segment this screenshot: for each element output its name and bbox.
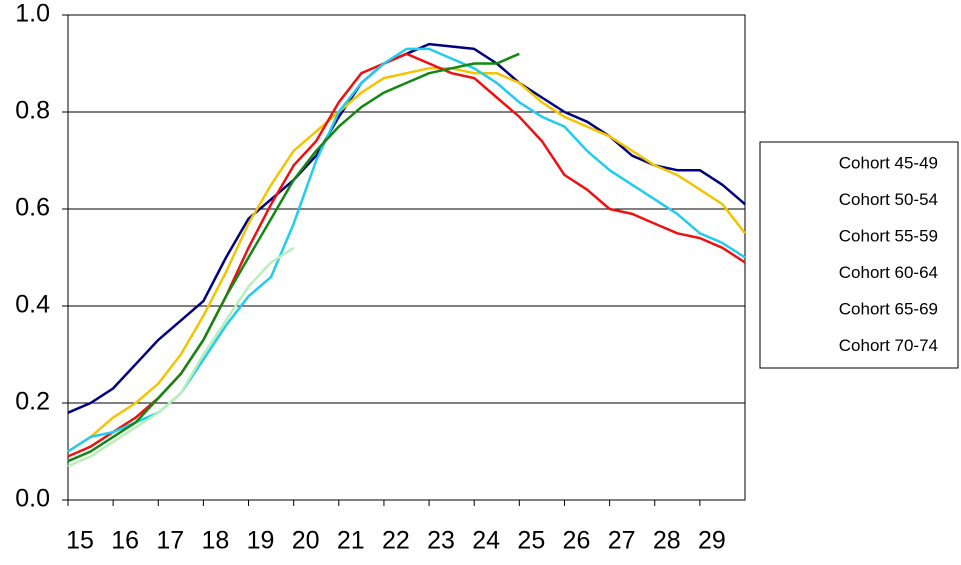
x-tick-label: 20 (292, 527, 320, 555)
x-tick-label: 19 (247, 527, 275, 555)
series-line (67, 246, 295, 468)
x-tick-label: 26 (563, 527, 591, 555)
x-tick-label: 29 (698, 527, 726, 555)
legend-box (759, 141, 959, 369)
legend-label: Cohort 50-54 (839, 190, 938, 209)
y-tick-label: 0.4 (15, 291, 50, 319)
x-tick-label: 28 (653, 527, 681, 555)
plot-frame (67, 14, 746, 501)
series-line (67, 47, 746, 453)
x-tick-label: 24 (472, 527, 500, 555)
y-tick-label: 0.2 (15, 388, 50, 416)
y-tick-label: 1.0 (15, 0, 50, 28)
x-tick-label: 16 (111, 527, 139, 555)
series-line (67, 52, 520, 463)
x-tick-label: 18 (201, 527, 229, 555)
x-tick-label: 22 (382, 527, 410, 555)
legend-label: Cohort 70-74 (839, 336, 938, 355)
series-line (67, 52, 746, 458)
legend-label: Cohort 60-64 (839, 263, 938, 282)
x-tick-label: 17 (156, 527, 184, 555)
y-tick-label: 0.8 (15, 97, 50, 125)
legend-label: Cohort 55-59 (839, 226, 938, 245)
x-tick-label: 21 (337, 527, 365, 555)
legend-label: Cohort 45-49 (839, 153, 938, 172)
y-tick-label: 0.0 (15, 485, 50, 513)
x-tick-label: 25 (517, 527, 545, 555)
x-tick-label: 15 (66, 527, 94, 555)
series-line (67, 42, 746, 414)
series-line (67, 67, 746, 453)
legend-label: Cohort 65-69 (839, 299, 938, 318)
x-tick-label: 23 (427, 527, 455, 555)
y-tick-label: 0.6 (15, 194, 50, 222)
x-tick-label: 27 (608, 527, 636, 555)
